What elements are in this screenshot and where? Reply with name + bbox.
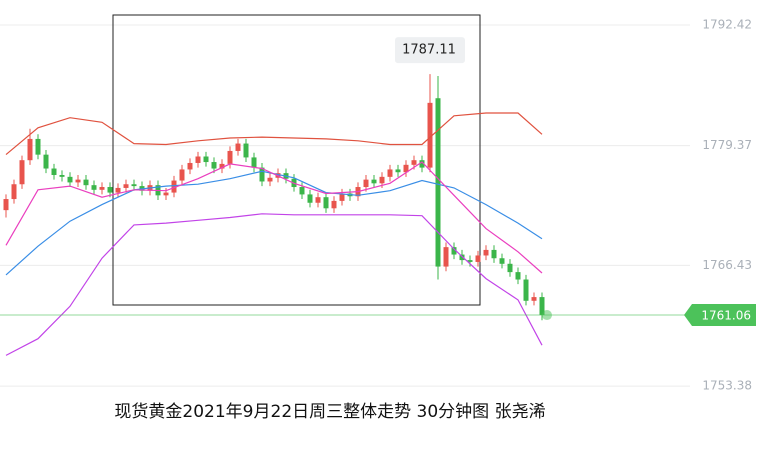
- candle-body: [323, 197, 329, 209]
- candle-body: [243, 143, 249, 158]
- y-tick-label: 1792.42: [702, 17, 752, 31]
- candle-body: [307, 194, 313, 203]
- candle-body: [43, 154, 49, 169]
- candle-body: [371, 179, 377, 184]
- selection-box: [112, 14, 481, 306]
- candle-body: [339, 193, 345, 201]
- last-price-label: 1761.06: [701, 309, 751, 323]
- candle-body: [299, 187, 305, 195]
- candle-body: [163, 192, 169, 196]
- candle-body: [19, 160, 25, 185]
- candle-body: [427, 102, 433, 168]
- candle-body: [539, 297, 545, 316]
- candle-body: [483, 249, 489, 256]
- candle-body: [203, 156, 209, 163]
- candle-body: [51, 168, 57, 175]
- candle-body: [75, 179, 81, 183]
- candle-body: [107, 187, 113, 193]
- candle-body: [67, 176, 73, 183]
- candle-body: [387, 169, 393, 177]
- last-price-dot: [542, 310, 552, 321]
- chart-title: 现货黄金2021年9月22日周三整体走势 30分钟图 张尧浠: [114, 402, 545, 422]
- candle-body: [363, 179, 369, 188]
- candle-body: [331, 200, 337, 209]
- candle-body: [419, 160, 425, 168]
- candle-body: [187, 162, 193, 170]
- candle-body: [171, 180, 177, 193]
- candle-body: [491, 249, 497, 259]
- candle-body: [475, 255, 481, 262]
- candle-body: [515, 272, 521, 280]
- candle-body: [115, 187, 121, 193]
- candle-body: [227, 150, 233, 164]
- candle-body: [403, 164, 409, 173]
- candle-body: [195, 156, 201, 163]
- candle-body: [531, 297, 537, 301]
- candle-body: [179, 169, 185, 181]
- candle-body: [3, 199, 9, 211]
- last-price-tag: [684, 304, 756, 327]
- candle-body: [499, 258, 505, 264]
- candle-body: [435, 98, 441, 267]
- y-tick-label: 1766.43: [702, 258, 752, 272]
- y-tick-label: 1753.38: [702, 379, 752, 393]
- candle-body: [251, 157, 257, 168]
- candle-body: [379, 176, 385, 184]
- candle-body: [123, 184, 129, 188]
- candle-body: [411, 160, 417, 165]
- candle-body: [11, 184, 17, 200]
- candle-body: [467, 260, 473, 262]
- candle-body: [267, 177, 273, 182]
- candle-body: [219, 163, 225, 169]
- candle-body: [259, 167, 265, 182]
- candle-body: [395, 169, 401, 173]
- candle-body: [523, 279, 529, 301]
- max-label: 1787.11: [402, 43, 456, 58]
- candle-body: [315, 197, 321, 203]
- indicator-line: [5, 170, 543, 276]
- max-label-box: [395, 37, 465, 64]
- candle-body: [235, 143, 241, 151]
- y-tick-label: 1779.37: [702, 138, 752, 152]
- candle-body: [211, 162, 217, 169]
- candle-body: [27, 138, 33, 161]
- indicator-line: [5, 213, 543, 356]
- candle-body: [91, 185, 97, 190]
- indicator-line: [5, 112, 543, 156]
- indicator-line: [5, 161, 543, 274]
- candle-body: [83, 179, 89, 186]
- candle-body: [451, 247, 457, 255]
- candle-body: [131, 184, 137, 187]
- candle-body: [35, 138, 41, 155]
- candle-body: [99, 187, 105, 190]
- candle-body: [443, 247, 449, 267]
- candle-body: [507, 263, 513, 273]
- candle-body: [459, 254, 465, 261]
- candle-body: [59, 174, 65, 177]
